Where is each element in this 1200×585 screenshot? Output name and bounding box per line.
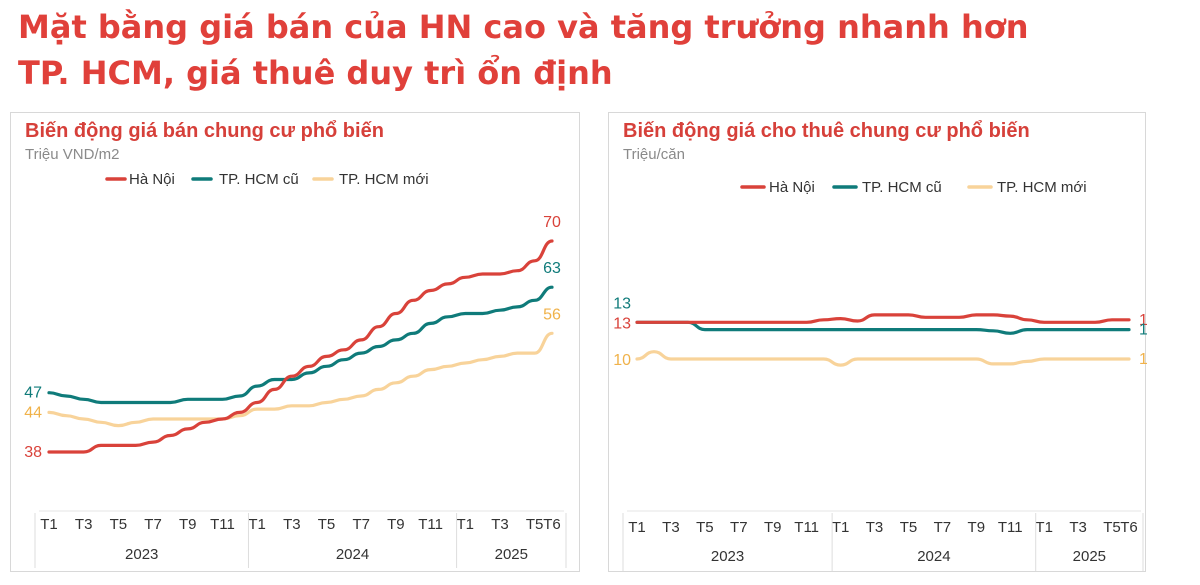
sale-end-label: 70 xyxy=(543,214,561,231)
sale-legend-label: TP. HCM mới xyxy=(339,171,429,188)
sale-x-tick-label: T1 xyxy=(40,516,58,533)
sale-x-tick-label: T11 xyxy=(210,516,235,533)
rent-x-tick-label: T7 xyxy=(730,519,748,536)
sale-x-tick-label: T11 xyxy=(418,516,443,533)
headline-line-1: Mặt bằng giá bán của HN cao và tăng trưở… xyxy=(18,8,1029,46)
rent-start-label: 10 xyxy=(613,352,631,369)
sale-x-tick-label: T6 xyxy=(543,516,561,533)
rent-x-tick-label: T9 xyxy=(764,519,782,536)
rent-end-label: 14 xyxy=(1139,312,1147,329)
sale-end-label: 56 xyxy=(543,306,561,323)
sale-x-tick-label: T3 xyxy=(283,516,301,533)
rent-series-line-0 xyxy=(635,313,1131,324)
rent-x-tick-label: T5 xyxy=(696,519,714,536)
rent-price-chart-panel: Biến động giá cho thuê chung cư phổ biến… xyxy=(608,112,1147,572)
sale-x-tick-label: T3 xyxy=(75,516,93,533)
sale-x-tick-label: T5 xyxy=(110,516,128,533)
sale-x-tick-label: T1 xyxy=(457,516,475,533)
rent-x-tick-label: T11 xyxy=(794,519,819,536)
rent-x-tick-label: T6 xyxy=(1120,519,1138,536)
headline: Mặt bằng giá bán của HN cao và tăng trưở… xyxy=(18,4,1188,96)
sale-x-tick-label: T7 xyxy=(352,516,370,533)
rent-series-line-2 xyxy=(635,350,1131,367)
rent-x-tick-label: T3 xyxy=(866,519,884,536)
sale-end-label: 63 xyxy=(543,260,561,277)
rent-x-tick-label: T3 xyxy=(662,519,680,536)
rent-start-label: 13 xyxy=(613,295,631,312)
rent-end-label: 10 xyxy=(1139,351,1147,368)
sale-x-tick-label: T7 xyxy=(144,516,162,533)
sale-start-label: 38 xyxy=(24,444,42,461)
sale-price-chart-title: Biến động giá bán chung cư phổ biến xyxy=(25,120,384,142)
rent-series-line-1 xyxy=(635,320,1131,335)
sale-price-chart-panel: Biến động giá bán chung cư phổ biến Triệ… xyxy=(10,112,580,572)
rent-price-chart-unit: Triệu/căn xyxy=(623,146,685,163)
rent-x-tick-label: T1 xyxy=(628,519,646,536)
rent-x-tick-label: T5 xyxy=(900,519,918,536)
sale-series-line-2 xyxy=(47,331,554,428)
sale-legend-label: Hà Nội xyxy=(129,171,175,188)
rent-year-label: 2024 xyxy=(917,548,950,565)
sale-series-line-1 xyxy=(47,285,554,405)
rent-x-tick-label: T3 xyxy=(1069,519,1087,536)
rent-start-label: 13 xyxy=(613,315,631,332)
rent-year-label: 2023 xyxy=(711,548,744,565)
sale-x-tick-label: T1 xyxy=(248,516,266,533)
sale-year-label: 2023 xyxy=(125,546,158,563)
sale-x-tick-label: T9 xyxy=(179,516,197,533)
rent-x-tick-label: T1 xyxy=(1035,519,1053,536)
rent-x-tick-label: T5 xyxy=(1103,519,1121,536)
rent-legend-label: TP. HCM cũ xyxy=(862,179,942,196)
headline-line-2: TP. HCM, giá thuê duy trì ổn định xyxy=(18,54,613,92)
rent-legend-label: Hà Nội xyxy=(769,179,815,196)
rent-price-chart-title: Biến động giá cho thuê chung cư phổ biến xyxy=(623,120,1030,142)
sale-x-tick-label: T9 xyxy=(387,516,405,533)
sale-start-label: 47 xyxy=(24,385,42,402)
sale-year-label: 2024 xyxy=(336,546,369,563)
sale-price-chart-unit: Triệu VND/m2 xyxy=(25,146,120,163)
rent-x-tick-label: T1 xyxy=(832,519,850,536)
sale-legend-label: TP. HCM cũ xyxy=(219,171,299,188)
sale-x-tick-label: T3 xyxy=(491,516,509,533)
rent-year-label: 2025 xyxy=(1073,548,1106,565)
rent-x-tick-label: T7 xyxy=(934,519,952,536)
rent-x-tick-label: T9 xyxy=(968,519,986,536)
sale-x-tick-label: T5 xyxy=(526,516,544,533)
sale-year-label: 2025 xyxy=(495,546,528,563)
sale-start-label: 44 xyxy=(24,404,42,421)
sale-x-tick-label: T5 xyxy=(318,516,336,533)
rent-end-label: 12 xyxy=(1139,322,1147,339)
rent-x-tick-label: T11 xyxy=(998,519,1023,536)
rent-legend-label: TP. HCM mới xyxy=(997,179,1087,196)
sale-series-line-0 xyxy=(47,239,554,454)
